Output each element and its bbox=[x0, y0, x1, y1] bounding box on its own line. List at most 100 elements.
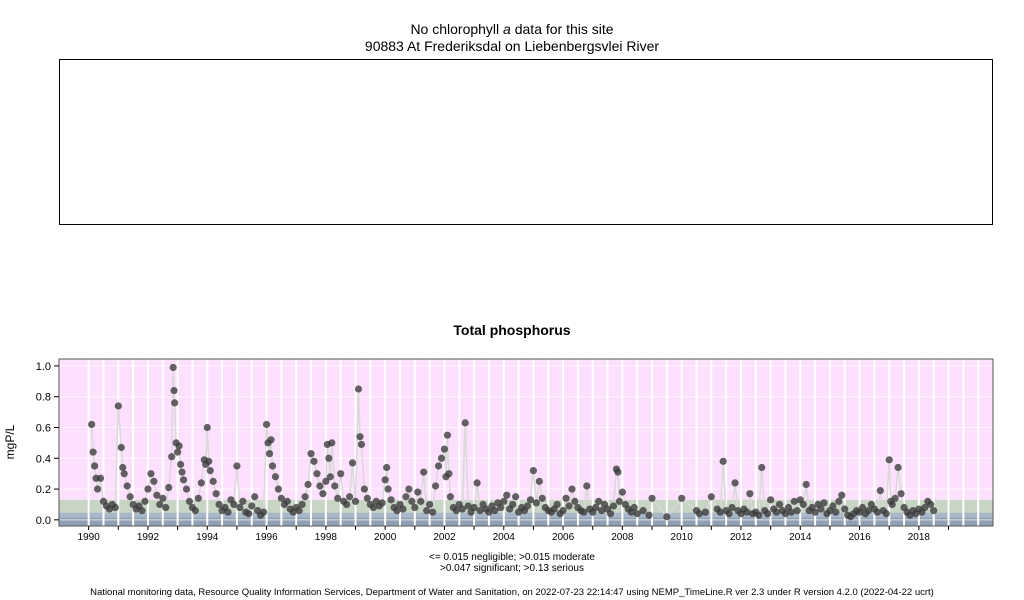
data-point bbox=[423, 507, 431, 515]
data-point bbox=[322, 477, 330, 485]
band-moderate bbox=[59, 512, 993, 518]
data-point bbox=[319, 490, 327, 498]
data-point bbox=[230, 500, 238, 509]
data-point bbox=[891, 494, 899, 502]
data-point bbox=[408, 497, 416, 505]
data-point bbox=[277, 494, 285, 502]
data-point bbox=[921, 503, 929, 512]
data-point bbox=[746, 490, 754, 498]
data-point bbox=[443, 431, 452, 439]
data-point bbox=[205, 457, 213, 465]
y-axis: 0.0 0.2 0.4 0.6 0.8 1.0 bbox=[36, 361, 59, 527]
data-point bbox=[93, 485, 102, 493]
data-point bbox=[271, 473, 280, 481]
data-point bbox=[894, 463, 902, 472]
data-point bbox=[633, 510, 641, 518]
data-point bbox=[446, 493, 454, 501]
data-point bbox=[470, 503, 478, 512]
x-tick-label: 2006 bbox=[552, 532, 575, 543]
data-point bbox=[171, 399, 179, 407]
data-point bbox=[787, 508, 795, 516]
data-point bbox=[414, 488, 422, 496]
data-point bbox=[144, 485, 152, 493]
data-point bbox=[562, 494, 570, 502]
x-tick-label: 1994 bbox=[196, 532, 219, 543]
data-point bbox=[251, 493, 259, 501]
data-point bbox=[194, 494, 202, 502]
data-point bbox=[614, 468, 622, 476]
y-tick-label: 0.2 bbox=[36, 484, 51, 496]
data-point bbox=[182, 485, 191, 493]
data-point bbox=[532, 499, 540, 507]
data-point bbox=[464, 502, 472, 510]
data-point bbox=[212, 490, 220, 498]
data-point bbox=[775, 500, 784, 509]
data-point bbox=[357, 440, 366, 449]
data-point bbox=[559, 507, 567, 515]
data-point bbox=[817, 505, 825, 513]
data-point bbox=[179, 476, 188, 484]
data-point bbox=[316, 482, 324, 490]
data-point bbox=[153, 491, 161, 499]
y-tick-label: 0.8 bbox=[36, 392, 51, 404]
data-point bbox=[334, 494, 342, 502]
data-point bbox=[169, 363, 177, 372]
data-point bbox=[630, 503, 638, 512]
data-point bbox=[876, 486, 884, 495]
data-point bbox=[233, 462, 241, 470]
data-point bbox=[523, 502, 532, 510]
data-point bbox=[864, 507, 873, 515]
x-tick-label: 2000 bbox=[374, 532, 397, 543]
x-tick-label: 1996 bbox=[255, 532, 278, 543]
data-point bbox=[529, 466, 538, 475]
chart-title: Total phosphorus bbox=[453, 322, 571, 338]
data-point bbox=[497, 503, 505, 512]
x-tick-label: 2018 bbox=[908, 532, 931, 543]
data-point bbox=[387, 496, 395, 504]
data-point bbox=[313, 470, 321, 478]
x-tick-label: 2002 bbox=[433, 532, 456, 543]
data-point bbox=[384, 485, 392, 493]
data-point bbox=[283, 497, 291, 505]
data-point bbox=[553, 500, 561, 509]
data-point bbox=[811, 508, 819, 516]
data-points bbox=[88, 363, 938, 521]
data-point bbox=[265, 450, 274, 458]
x-tick-label: 2010 bbox=[671, 532, 694, 543]
chlorophyll-title-prefix: No chlorophyll bbox=[410, 21, 500, 37]
data-point bbox=[298, 500, 306, 509]
data-point bbox=[165, 483, 173, 492]
data-point bbox=[858, 503, 867, 512]
data-point bbox=[89, 448, 97, 456]
x-axis: 1990 1992 1994 1996 1998 2000 2002 2004 2006 2008… bbox=[78, 526, 950, 543]
data-point bbox=[310, 457, 318, 465]
data-point bbox=[417, 497, 425, 505]
data-point bbox=[755, 511, 763, 519]
data-point bbox=[156, 500, 164, 509]
data-point bbox=[526, 496, 535, 504]
data-point bbox=[835, 497, 843, 505]
data-point bbox=[678, 494, 686, 502]
data-point bbox=[304, 480, 312, 489]
data-point bbox=[245, 510, 253, 518]
data-point bbox=[138, 507, 146, 515]
data-point bbox=[381, 476, 389, 484]
data-point bbox=[790, 497, 798, 505]
data-point bbox=[209, 477, 217, 485]
data-point bbox=[393, 507, 401, 515]
data-point bbox=[452, 507, 460, 515]
data-point bbox=[120, 470, 128, 478]
data-point bbox=[728, 503, 736, 512]
data-point bbox=[236, 503, 244, 512]
data-point bbox=[695, 510, 704, 518]
data-point bbox=[512, 493, 520, 501]
data-point bbox=[719, 457, 727, 465]
data-point bbox=[126, 493, 134, 501]
data-point bbox=[832, 508, 840, 516]
chlorophyll-title-italic: a bbox=[503, 21, 511, 37]
data-point bbox=[568, 485, 576, 493]
data-point bbox=[96, 474, 105, 482]
data-point bbox=[307, 450, 315, 458]
x-tick-label: 2008 bbox=[611, 532, 634, 543]
data-point bbox=[571, 497, 579, 505]
